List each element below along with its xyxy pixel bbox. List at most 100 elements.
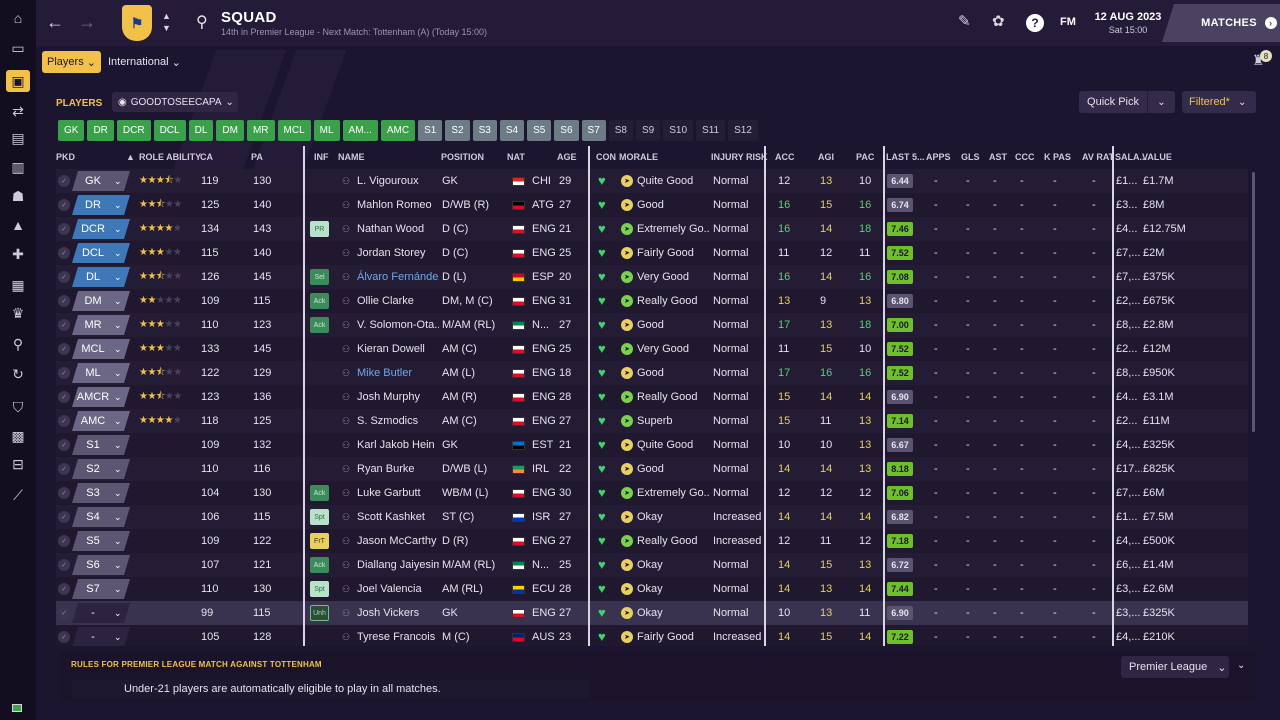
position-select[interactable]: S7 ⌄ [72, 579, 130, 599]
pick-checkbox[interactable]: ✓ [58, 175, 70, 187]
table-row[interactable]: ✓ DR ⌄ ★★⯪★★ 125 140 ⚇ Mahlon Romeo D/WB (R) ATG 2… [56, 193, 1248, 217]
table-row[interactable]: ✓ DCL ⌄ ★★★★★ 115 140 ⚇ Jordan Storey D (C) ENG 25… [56, 241, 1248, 265]
player-name[interactable]: Joel Valencia [357, 583, 422, 595]
player-name[interactable]: Karl Jakob Hein [357, 439, 435, 451]
position-select[interactable]: GK ⌄ [72, 171, 130, 191]
position-filter-s7[interactable]: S7 [581, 120, 606, 141]
position-filter-dl[interactable]: DL [188, 120, 214, 141]
player-name[interactable]: Jason McCarthy [357, 535, 437, 547]
table-row[interactable]: ✓ MCL ⌄ ★★★★★ 133 145 ⚇ Kieran Dowell AM (C) ENG 2… [56, 337, 1248, 361]
view-select[interactable]: ◉ GOODTOSEECAPA ⌄ [112, 92, 238, 112]
position-select[interactable]: DM ⌄ [72, 291, 130, 311]
player-name[interactable]: Nathan Wood [357, 223, 425, 235]
col-position[interactable]: POSITION [441, 152, 485, 162]
pick-checkbox[interactable]: ✓ [58, 559, 70, 571]
pick-checkbox[interactable]: ✓ [58, 511, 70, 523]
position-filter-s6[interactable]: S6 [554, 120, 579, 141]
col-ccc[interactable]: CCC [1015, 152, 1035, 162]
player-name[interactable]: Jordan Storey [357, 247, 426, 259]
col-inf[interactable]: INF [314, 152, 329, 162]
players-dropdown[interactable]: Players ⌄ [42, 51, 101, 73]
position-filter-dcr[interactable]: DCR [116, 120, 151, 141]
tactics-icon[interactable]: ▤ [11, 129, 25, 146]
col-ast[interactable]: AST [989, 152, 1007, 162]
info-tag[interactable]: Spt [310, 581, 329, 597]
position-select[interactable]: MR ⌄ [72, 315, 130, 335]
table-row[interactable]: ✓ S2 ⌄ 110 116 ⚇ Ryan Burke D/WB (L) IRL 22 ♥ ➤ Good… [56, 457, 1248, 481]
col-pkd[interactable]: PKD [56, 152, 76, 162]
table-row[interactable]: ✓ S1 ⌄ 109 132 ⚇ Karl Jakob Hein GK EST 21 ♥ ➤ Quite… [56, 433, 1248, 457]
position-select[interactable]: S3 ⌄ [72, 483, 130, 503]
fm-menu-button[interactable]: FM [1060, 16, 1076, 28]
player-name[interactable]: Kieran Dowell [357, 343, 425, 355]
col-kpas[interactable]: K PAS [1044, 152, 1071, 162]
col-gls[interactable]: GLS [961, 152, 980, 162]
matches-button[interactable]: MATCHES › [1162, 4, 1280, 42]
col-acc[interactable]: ACC [775, 152, 795, 162]
pick-checkbox[interactable]: ✓ [58, 319, 70, 331]
position-select[interactable]: AMC ⌄ [72, 411, 130, 431]
col-nat[interactable]: NAT [507, 152, 525, 162]
position-filter-s3[interactable]: S3 [472, 120, 497, 141]
player-name[interactable]: Mike Butler [357, 367, 413, 379]
position-select[interactable]: DCL ⌄ [72, 243, 130, 263]
table-row[interactable]: ✓ DM ⌄ ★★★★★ 109 115 Ack ⚇ Ollie Clarke DM, M (C)… [56, 289, 1248, 313]
position-filter-s10[interactable]: S10 [663, 120, 694, 141]
col-value[interactable]: VALUE [1142, 152, 1172, 162]
table-row[interactable]: ✓ - ⌄ 105 128 ⚇ Tyrese Francois M (C) AUS 23 ♥ ➤ Fai… [56, 625, 1248, 646]
forward-arrow-icon[interactable]: → [78, 12, 96, 32]
training-icon[interactable]: ▲ [11, 217, 25, 233]
player-name[interactable]: Mahlon Romeo [357, 199, 432, 211]
table-row[interactable]: ✓ MR ⌄ ★★★★★ 110 123 Ack ⚇ V. Solomon-Ota... M/AM… [56, 313, 1248, 337]
pick-checkbox[interactable]: ✓ [58, 247, 70, 259]
col-con[interactable]: CON [596, 152, 616, 162]
pick-checkbox[interactable]: ✓ [58, 199, 70, 211]
development-icon[interactable]: ⊟ [12, 455, 24, 472]
player-name[interactable]: Josh Murphy [357, 391, 420, 403]
pick-checkbox[interactable]: ✓ [58, 343, 70, 355]
pick-checkbox[interactable]: ✓ [58, 583, 70, 595]
col-morale[interactable]: MORALE [619, 152, 658, 162]
col-age[interactable]: AGE [557, 152, 577, 162]
player-name[interactable]: V. Solomon-Ota... [357, 319, 439, 331]
position-filter-dm[interactable]: DM [216, 120, 244, 141]
table-row[interactable]: ✓ ML ⌄ ★★⯪★★ 122 129 ⚇ Mike Butler AM (L) ENG 18 ♥ ➤… [56, 361, 1248, 385]
info-tag[interactable]: Unh [310, 605, 329, 621]
player-name[interactable]: Tyrese Francois [357, 631, 436, 643]
position-filter-mcl[interactable]: MCL [277, 120, 311, 141]
position-select[interactable]: S4 ⌄ [72, 507, 130, 527]
club-badge-icon[interactable]: ⚑ [122, 5, 152, 41]
pick-checkbox[interactable]: ✓ [58, 463, 70, 475]
pick-checkbox[interactable]: ✓ [58, 535, 70, 547]
collapse-chevron-icon[interactable]: ⌄ [1237, 660, 1246, 671]
pick-checkbox[interactable]: ✓ [58, 631, 70, 643]
table-row[interactable]: ✓ S4 ⌄ 106 115 Spt ⚇ Scott Kashket ST (C) ISR 27 ♥ ➤… [56, 505, 1248, 529]
position-select[interactable]: S6 ⌄ [72, 555, 130, 575]
position-filter-s2[interactable]: S2 [445, 120, 470, 141]
pick-checkbox[interactable]: ✓ [58, 271, 70, 283]
position-select[interactable]: DR ⌄ [72, 195, 130, 215]
edit-icon[interactable]: ✎ [958, 13, 971, 30]
position-select[interactable]: MCL ⌄ [72, 339, 130, 359]
table-row[interactable]: ✓ S7 ⌄ 110 130 Spt ⚇ Joel Valencia AM (RL) ECU 28 ♥… [56, 577, 1248, 601]
info-tag[interactable]: Ack [310, 557, 329, 573]
col-injury-risk[interactable]: INJURY RISK [711, 152, 768, 162]
calendar-icon[interactable]: ▦ [11, 276, 25, 293]
pick-checkbox[interactable]: ✓ [58, 607, 70, 619]
player-name[interactable]: Luke Garbutt [357, 487, 421, 499]
home-icon[interactable]: ⌂ [13, 10, 23, 26]
squad-icon[interactable]: ▣ [6, 70, 30, 92]
back-arrow-icon[interactable]: ← [46, 12, 64, 32]
col-pa[interactable]: PA [251, 152, 263, 162]
player-name[interactable]: S. Szmodics [357, 415, 419, 427]
dynamics-icon[interactable]: ⇄ [12, 102, 24, 119]
pick-checkbox[interactable]: ✓ [58, 439, 70, 451]
info-tag[interactable]: Sel [310, 269, 329, 285]
table-row[interactable]: ✓ S3 ⌄ 104 130 Ack ⚇ Luke Garbutt WB/M (L) ENG 30 ♥… [56, 481, 1248, 505]
position-filter-s11[interactable]: S11 [696, 120, 726, 141]
position-filter-amc[interactable]: AMC [380, 120, 416, 141]
table-row[interactable]: ✓ AMCR ⌄ ★★⯪★★ 123 136 ⚇ Josh Murphy AM (R) ENG 28… [56, 385, 1248, 409]
filter-dropdown[interactable]: Filtered* ⌄ [1182, 91, 1256, 113]
chevron-updown-icon[interactable]: ▲ ▼ [162, 11, 171, 33]
col-salary[interactable]: SALA... [1115, 152, 1148, 162]
